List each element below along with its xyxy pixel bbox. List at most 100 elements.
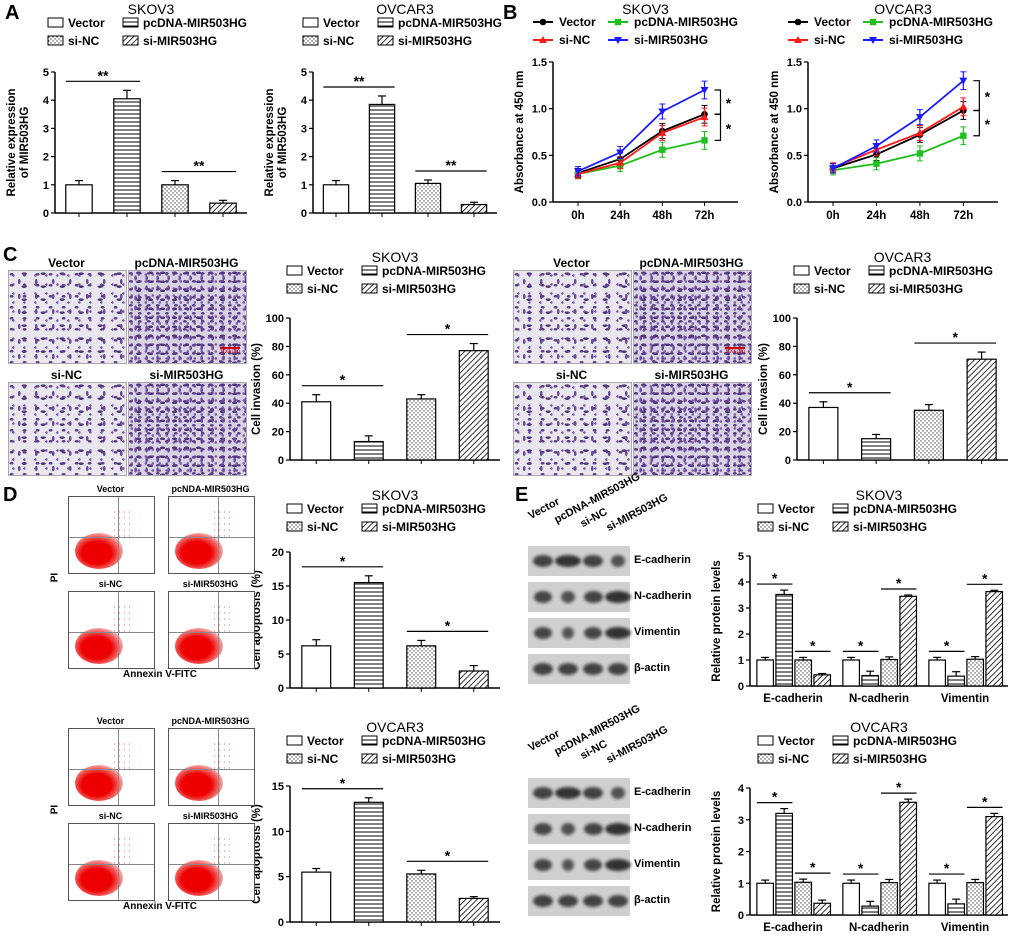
- protein-band: [583, 823, 603, 835]
- chart-title: SKOV3: [372, 249, 419, 265]
- quadrant-line-horizontal: [69, 536, 154, 538]
- quadrant-line-vertical: [118, 729, 120, 805]
- protein-band: [562, 859, 574, 871]
- significance-label: *: [953, 329, 959, 345]
- bar: [775, 593, 794, 687]
- quadrant-line-vertical: [118, 497, 120, 573]
- bar: [794, 881, 813, 916]
- micrograph-label: pcDNA-MIR503HG: [639, 256, 744, 270]
- y-axis-label: of MIR503HG: [19, 107, 31, 179]
- x-tick-label: 48h: [652, 210, 672, 222]
- bar: [301, 401, 332, 461]
- micrograph-label: si-MIR503HG: [149, 368, 224, 382]
- significance-label: *: [772, 570, 778, 586]
- y-tick-label: 80: [779, 341, 791, 353]
- y-tick-label: 5: [278, 649, 284, 661]
- significance-label: *: [772, 789, 778, 805]
- bar: [928, 659, 947, 687]
- data-point: [959, 77, 968, 85]
- significance-label: *: [982, 570, 988, 586]
- significance-bracket: [973, 80, 980, 112]
- y-tick-label: 1: [738, 655, 744, 667]
- lane-label: si-MIR503HG: [604, 491, 670, 534]
- y-tick-label: 0: [301, 208, 307, 220]
- legend-label: si-MIR503HG: [398, 34, 472, 48]
- legend-label: Vector: [778, 734, 815, 748]
- x-tick-label: N-cadherin: [849, 922, 909, 934]
- bar: [368, 103, 396, 214]
- significance-bracket: [714, 113, 722, 141]
- significance-label: *: [340, 553, 346, 569]
- legend-label: si-MIR503HG: [382, 520, 456, 534]
- y-axis-label: Absorbance at 450 nm: [514, 71, 526, 194]
- y-tick-label: 60: [779, 370, 791, 382]
- chart-c-skov3: SKOV3 Vector pcDNA-MIR503HG si-NC si-MIR503H…: [251, 249, 500, 467]
- legend-swatch-0: [286, 265, 303, 276]
- legend-label: si-NC: [307, 520, 339, 534]
- series-line: [832, 106, 964, 169]
- x-tick-label: 24h: [867, 210, 887, 222]
- y-tick-label: 20: [779, 427, 791, 439]
- chart-title: SKOV3: [622, 1, 669, 17]
- quadrant-line-vertical: [118, 592, 120, 668]
- blot-row-label: E-cadherin: [634, 554, 691, 566]
- bar: [406, 873, 437, 923]
- x-axis-label: Annexin V-FITC: [123, 669, 197, 680]
- legend-label: Vector: [307, 264, 344, 278]
- y-tick-label: 0: [43, 208, 49, 220]
- x-axis-label: Annexin V-FITC: [123, 901, 197, 912]
- bar: [861, 675, 880, 687]
- micrograph-label: si-NC: [555, 368, 588, 382]
- legend-swatch-0: [286, 735, 303, 746]
- bar: [322, 184, 350, 214]
- legend-swatch-3: [361, 521, 378, 532]
- significance-label: *: [810, 859, 816, 875]
- protein-band: [605, 627, 631, 639]
- flow-plot-label: Vector: [96, 484, 125, 494]
- y-tick-label: 3: [43, 123, 49, 135]
- micrograph-label: pcDNA-MIR503HG: [134, 256, 239, 270]
- protein-band: [605, 859, 631, 871]
- significance-label: *: [896, 779, 902, 795]
- series-line: [832, 109, 964, 170]
- protein-band: [555, 555, 581, 567]
- y-axis-label: Relative expression: [264, 88, 276, 196]
- x-tick-label: Vimentin: [941, 922, 989, 934]
- quadrant-line-vertical: [218, 497, 220, 573]
- y-tick-label: 0: [278, 455, 284, 467]
- series-line: [577, 113, 705, 174]
- y-tick-label: 60: [272, 370, 284, 382]
- legend-label: si-MIR503HG: [853, 752, 927, 766]
- bar: [353, 440, 384, 461]
- protein-band: [583, 663, 603, 675]
- chart-title: OVCAR3: [850, 719, 908, 735]
- legend-label: si-NC: [307, 752, 339, 766]
- legend-label: si-MIR503HG: [889, 282, 963, 296]
- x-tick-label: N-cadherin: [849, 693, 909, 705]
- micrograph-image: [128, 382, 247, 476]
- significance-bracket: [973, 109, 980, 137]
- significance-label: *: [726, 95, 732, 111]
- bar: [842, 882, 861, 916]
- panel-label-a: A: [5, 2, 20, 24]
- y-tick-label: 0.0: [532, 197, 547, 209]
- significance-label: *: [445, 321, 451, 337]
- quadrant-line-vertical: [218, 729, 220, 805]
- legend-swatch-3: [832, 521, 849, 532]
- legend-label: Vector: [814, 15, 851, 29]
- y-tick-label: 20: [272, 547, 284, 559]
- protein-band: [533, 663, 553, 675]
- y-tick-label: 4: [43, 95, 50, 107]
- bar: [65, 184, 93, 214]
- blot-row-label: Vimentin: [634, 626, 681, 638]
- blot-strip: [528, 546, 630, 576]
- y-tick-label: 3: [301, 123, 307, 135]
- chart-title: SKOV3: [372, 487, 419, 503]
- legend-label: Vector: [307, 734, 344, 748]
- bar: [899, 595, 918, 687]
- legend-label: pcDNA-MIR503HG: [382, 734, 486, 748]
- legend-label: Vector: [778, 502, 815, 516]
- blot-strip: [528, 582, 631, 612]
- y-tick-label: 40: [779, 398, 791, 410]
- flow-cytometry-plot: [68, 823, 155, 901]
